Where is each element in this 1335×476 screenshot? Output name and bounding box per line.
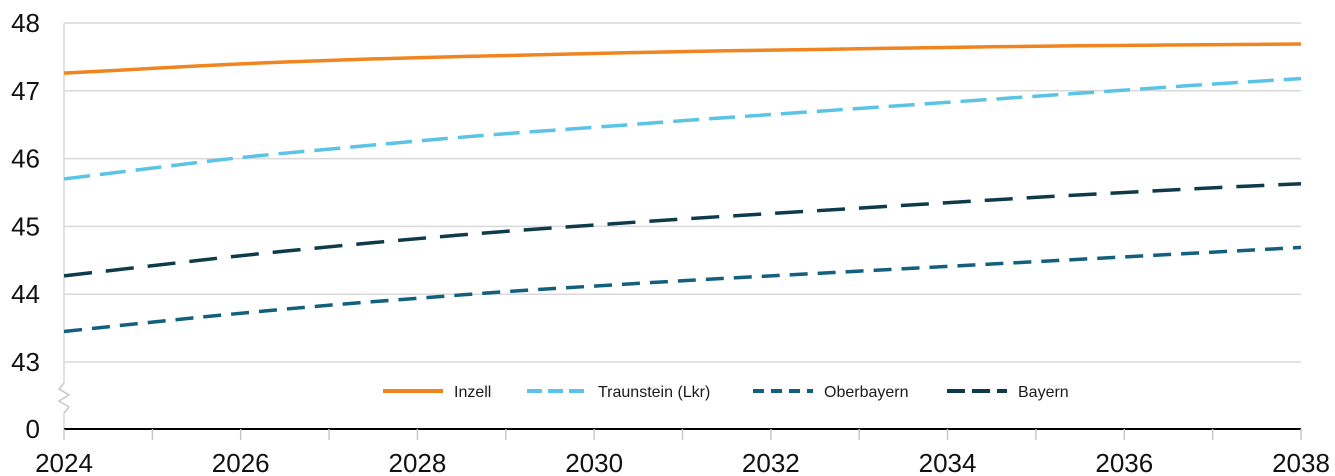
x-tick-label: 2030 bbox=[565, 448, 623, 476]
y-tick-label: 46 bbox=[11, 144, 40, 174]
legend: Inzell Traunstein (Lkr) Oberbayern Bayern bbox=[383, 384, 1069, 401]
x-tick-label: 2026 bbox=[212, 448, 270, 476]
legend-label: Bayern bbox=[1018, 384, 1069, 401]
series-line-2 bbox=[64, 247, 1301, 331]
series-line-3 bbox=[64, 184, 1301, 276]
series-line-1 bbox=[64, 79, 1301, 179]
x-tick-labels: 2024 2026 2028 2030 2032 2034 2036 2038 bbox=[35, 448, 1330, 476]
y-tick-labels: 0 43 44 45 46 47 48 bbox=[11, 8, 40, 444]
series-lines bbox=[64, 44, 1301, 331]
legend-label: Traunstein (Lkr) bbox=[598, 384, 710, 401]
y-tick-label: 44 bbox=[11, 279, 40, 309]
y-tick-label: 47 bbox=[11, 76, 40, 106]
y-tick-label: 45 bbox=[11, 211, 40, 241]
x-tick-label: 2038 bbox=[1272, 448, 1330, 476]
legend-label: Inzell bbox=[454, 384, 491, 401]
x-tick-label: 2032 bbox=[742, 448, 800, 476]
y-tick-label: 48 bbox=[11, 8, 40, 38]
y-tick-label: 43 bbox=[11, 347, 40, 377]
y-tick-label: 0 bbox=[26, 414, 40, 444]
series-line-0 bbox=[64, 44, 1301, 73]
x-tick-label: 2036 bbox=[1095, 448, 1153, 476]
x-tick-label: 2024 bbox=[35, 448, 93, 476]
legend-label: Oberbayern bbox=[824, 384, 909, 401]
axis-break-icon bbox=[59, 383, 69, 413]
axes bbox=[59, 23, 1301, 440]
x-tick-label: 2034 bbox=[919, 448, 977, 476]
x-tick-label: 2028 bbox=[389, 448, 447, 476]
